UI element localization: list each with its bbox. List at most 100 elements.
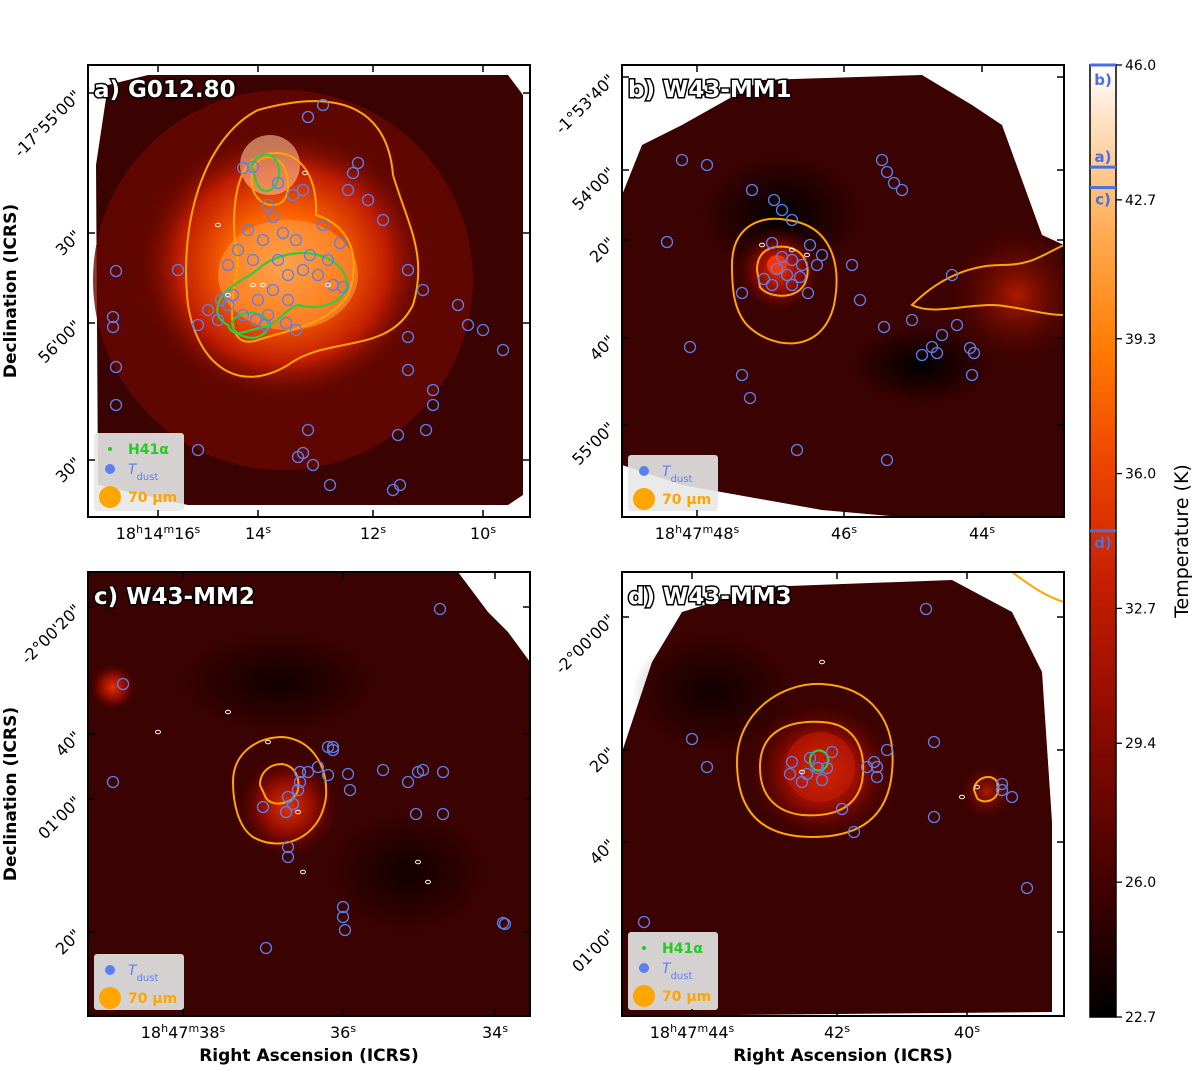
legend-swatch (642, 946, 646, 950)
tdust-marker (191, 318, 205, 332)
colorbar-tick-label: 29.4 (1125, 736, 1156, 752)
legend-swatch (639, 963, 649, 973)
tdust-marker (700, 158, 714, 172)
tdust-marker (106, 775, 120, 789)
tdust-marker (496, 343, 510, 357)
tdust-marker (281, 850, 295, 864)
core-marker (302, 170, 308, 176)
tdust-marker (301, 110, 315, 124)
x-tick-label: 36s (330, 1022, 356, 1043)
tdust-marker (401, 263, 415, 277)
tdust-marker (109, 360, 123, 374)
tdust-marker (783, 767, 797, 781)
tdust-marker (323, 478, 337, 492)
tdust-marker (271, 253, 285, 267)
x-tick-label: 34s (482, 1022, 508, 1043)
70um-contour (1011, 572, 1064, 603)
tdust-marker (835, 802, 849, 816)
tdust-marker (293, 765, 307, 779)
tdust-marker (391, 428, 405, 442)
panel-title: c) W43-MM2 (94, 584, 255, 610)
tdust-marker (803, 751, 817, 765)
y-tick-label: 40" (52, 727, 85, 760)
legend-label: H41α (128, 442, 169, 458)
tdust-marker (343, 783, 357, 797)
tdust-marker (700, 760, 714, 774)
tdust-marker (361, 193, 375, 207)
colorbar-marker-label: a) (1095, 148, 1112, 166)
tdust-marker (735, 368, 749, 382)
tdust-marker (401, 363, 415, 377)
x-tick-label: 40s (954, 1022, 980, 1043)
x-tick-label: 12s (360, 523, 386, 544)
70um-contour (758, 720, 865, 817)
tdust-marker (660, 235, 674, 249)
tdust-marker (967, 346, 981, 360)
legend-label: Tdust (128, 462, 158, 483)
tdust-marker (416, 283, 430, 297)
tdust-marker (815, 248, 829, 262)
tdust-marker (815, 773, 829, 787)
tdust-marker (426, 383, 440, 397)
tdust-marker (811, 761, 825, 775)
tdust-marker (853, 293, 867, 307)
tdust-marker (795, 258, 809, 272)
core-marker (325, 282, 331, 288)
legend-swatch (99, 486, 121, 508)
tdust-marker (409, 807, 423, 821)
tdust-marker (338, 923, 352, 937)
h41a-contour (216, 251, 348, 335)
colorbar-peak-marker (1090, 63, 1116, 67)
tdust-marker (915, 348, 929, 362)
legend-swatch (633, 488, 655, 510)
panel-frame (621, 64, 1065, 518)
tdust-marker (201, 303, 215, 317)
tdust-marker (301, 423, 315, 437)
tdust-marker (498, 917, 512, 931)
tdust-marker (793, 270, 807, 284)
tdust-marker (258, 318, 272, 332)
tdust-marker (316, 98, 330, 112)
tdust-marker (286, 797, 300, 811)
tdust-marker (775, 203, 789, 217)
x-tick-label: 18h47m44s (650, 1022, 735, 1043)
h41a-contour (231, 311, 270, 339)
y-tick-label: 55'00" (568, 418, 619, 469)
tdust-marker (303, 248, 317, 262)
tdust-marker (745, 183, 759, 197)
tdust-marker (785, 755, 799, 769)
legend-label: 70 μm (662, 492, 711, 508)
panel-b: b) W43-MM1 Tdust 70 μm 18h47m48s 46s 44s -1°53… (551, 64, 1065, 543)
legend: Tdust 70 μm (628, 455, 718, 511)
tdust-marker (1005, 790, 1019, 804)
panel-title: b) W43-MM1 (628, 77, 792, 103)
tdust-marker (950, 318, 964, 332)
core-marker (215, 222, 221, 228)
tdust-marker (289, 323, 303, 337)
core-marker (260, 282, 266, 288)
x-tick-label: 18h14m16s (116, 523, 201, 544)
legend-label: H41α (662, 941, 703, 957)
tdust-marker (785, 253, 799, 267)
legend-label: Tdust (662, 961, 692, 982)
y-axis-title: Declination (ICRS) (1, 204, 21, 378)
tdust-marker (426, 398, 440, 412)
tdust-marker (795, 775, 809, 789)
tdust-marker (461, 318, 475, 332)
y-axis-title: Declination (ICRS) (1, 707, 21, 881)
tdust-marker (281, 840, 295, 854)
legend-swatch (105, 464, 115, 474)
tdust-marker (785, 278, 799, 292)
tdust-marker (877, 320, 891, 334)
colorbar-tick-label: 36.0 (1125, 467, 1156, 483)
tdust-marker (336, 900, 350, 914)
tdust-marker (765, 236, 779, 250)
tdust-marker (927, 810, 941, 824)
tdust-marker (333, 236, 347, 250)
y-tick-label: 54'00" (568, 163, 619, 214)
y-tick-label: 01'00" (34, 792, 85, 843)
y-tick-label: 40" (586, 835, 619, 868)
panel-c: c) W43-MM2 Tdust 70 μm 18h47m38s 36s 34s -2°00… (1, 571, 531, 1066)
tdust-marker (109, 264, 123, 278)
tdust-marker (895, 183, 909, 197)
